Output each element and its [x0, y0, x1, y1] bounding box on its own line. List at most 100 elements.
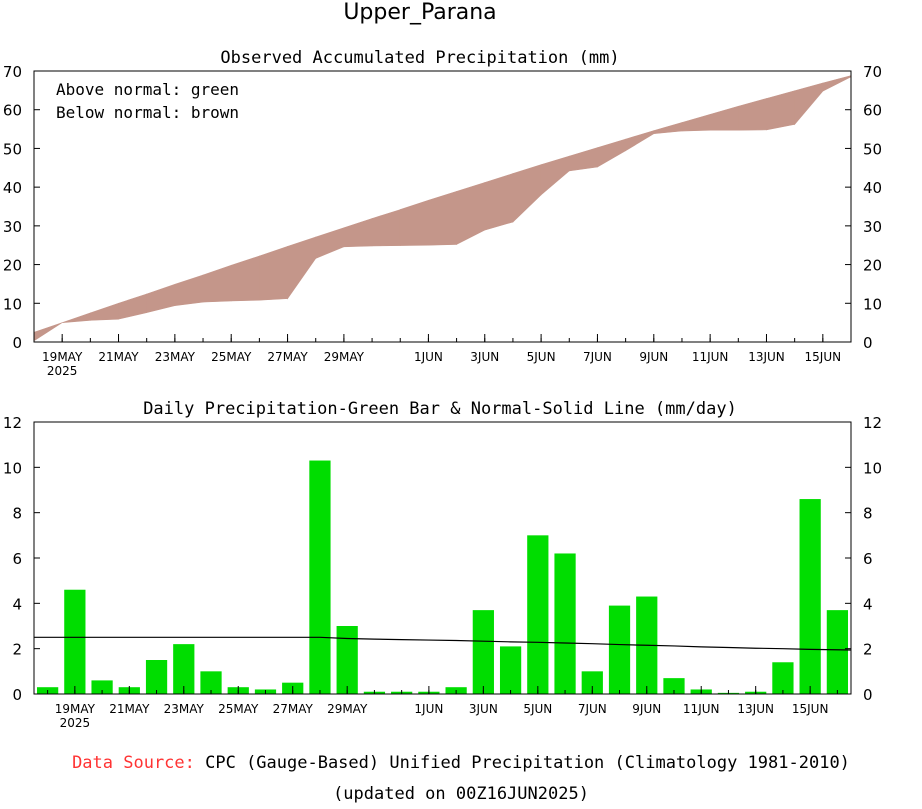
top-xtick-label: 29MAY [324, 350, 365, 364]
bottom-plot-frame [33, 421, 852, 695]
top-xtick-label: 1JUN [414, 350, 443, 364]
daily-precip-bar [527, 535, 549, 694]
daily-precip-bar [799, 499, 821, 694]
bottom-xtick-label: 23MAY [164, 702, 205, 716]
accum-diff-segment [766, 90, 795, 131]
data-source-text: CPC (Gauge-Based) Unified Precipitation … [194, 753, 850, 773]
accum-diff-segment [709, 105, 739, 131]
bottom-xtick-label: 3JUN [469, 702, 498, 716]
bottom-xtick-label: 1JUN [414, 702, 443, 716]
bottom-ytick-label-right: 2 [863, 641, 873, 659]
accum-diff-segment [174, 274, 204, 306]
accum-diff-segment [597, 138, 626, 168]
bottom-chart-title: Daily Precipitation-Green Bar & Normal-S… [143, 399, 737, 419]
daily-precip-bar [826, 610, 849, 694]
top-plot-frame [33, 70, 852, 343]
daily-precip-bar [173, 644, 195, 694]
top-xtick-label: 25MAY [211, 350, 252, 364]
accum-diff-segment [33, 322, 63, 342]
top-ytick-label-left: 40 [3, 179, 22, 197]
bottom-ytick-label-left: 0 [12, 686, 22, 704]
daily-precip-bar [64, 589, 86, 694]
top-xtick-label: 13JUN [748, 350, 785, 364]
bottom-xtick-label: 9JUN [632, 702, 661, 716]
top-ytick-label-left: 30 [3, 218, 22, 236]
daily-precip-chart: Daily Precipitation-Green Bar & Normal-S… [3, 399, 882, 730]
accum-diff-segment [456, 182, 486, 245]
bottom-ytick-label-right: 0 [863, 686, 873, 704]
top-ytick-label-left: 70 [3, 63, 22, 81]
accumulated-precip-chart: Observed Accumulated Precipitation (mm) … [3, 48, 882, 378]
data-source-label: Data Source: [72, 753, 195, 773]
top-xtick-label: 21MAY [98, 350, 139, 364]
accum-diff-segment [62, 312, 91, 323]
accum-diff-segment [230, 255, 260, 302]
bottom-xtick-label: 29MAY [327, 702, 368, 716]
main-title: Upper_Parana [343, 0, 497, 25]
accum-diff-segment [794, 82, 824, 126]
top-xtick-label: 11JUN [692, 350, 729, 364]
daily-precip-bar [336, 626, 358, 694]
top-ytick-label-left: 50 [3, 140, 22, 158]
legend-above-normal: Above normal: green [56, 80, 239, 99]
bottom-ytick-label-right: 4 [863, 595, 873, 613]
daily-precip-bar [581, 671, 603, 694]
accum-diff-segment [822, 75, 852, 92]
daily-precip-bar [145, 660, 168, 694]
daily-precip-bar [200, 671, 222, 694]
top-ytick-label-right: 20 [863, 257, 882, 275]
top-xtick-label: 9JUN [639, 350, 668, 364]
top-ytick-label-right: 30 [863, 218, 882, 236]
normal-precip-line [34, 636, 852, 651]
daily-precip-bar [309, 460, 331, 694]
daily-precip-bar [608, 605, 631, 694]
accum-diff-segment [484, 173, 514, 231]
top-year-label: 2025 [47, 364, 78, 378]
bottom-ytick-label-left: 4 [12, 595, 22, 613]
top-ytick-label-right: 0 [863, 334, 873, 352]
top-ytick-label-left: 10 [3, 295, 22, 313]
bottom-xtick-label: 25MAY [218, 702, 259, 716]
accum-diff-segment [428, 190, 457, 246]
bottom-xtick-label: 15JUN [792, 702, 829, 716]
daily-precip-bar [472, 610, 494, 694]
top-ytick-label-right: 40 [863, 179, 882, 197]
accum-diff-segment [512, 164, 542, 223]
accum-diff-segment [343, 218, 373, 248]
daily-precip-bar [91, 680, 113, 694]
top-xtick-label: 7JUN [583, 350, 612, 364]
accum-diff-segment [738, 98, 767, 131]
bottom-xtick-label: 7JUN [578, 702, 607, 716]
bottom-ytick-label-left: 10 [3, 459, 22, 477]
bottom-ytick-label-right: 10 [863, 459, 882, 477]
top-ytick-label-right: 10 [863, 295, 882, 313]
bottom-xtick-label: 13JUN [737, 702, 774, 716]
top-xtick-label: 23MAY [155, 350, 196, 364]
accum-diff-segment [90, 302, 119, 321]
bottom-ytick-label-left: 2 [12, 641, 22, 659]
legend-below-normal: Below normal: brown [56, 103, 239, 122]
top-xtick-label: 19MAY [42, 350, 83, 364]
top-xtick-label: 5JUN [527, 350, 556, 364]
accum-diff-segment [259, 245, 288, 301]
bottom-ytick-label-left: 8 [12, 505, 22, 523]
daily-precip-bar [554, 553, 576, 694]
bottom-ytick-label-left: 12 [3, 414, 22, 432]
accum-diff-segment [681, 113, 711, 132]
bottom-xtick-label: 5JUN [523, 702, 552, 716]
accum-diff-segment [315, 227, 345, 259]
top-chart-title: Observed Accumulated Precipitation (mm) [220, 48, 619, 68]
accum-diff-segment [568, 147, 598, 172]
daily-precip-bar [499, 646, 522, 694]
daily-precip-bar [663, 678, 685, 694]
top-ytick-label-right: 50 [863, 140, 882, 158]
accum-diff-segment [146, 283, 176, 313]
accum-diff-segment [625, 130, 655, 152]
accum-diff-segment [540, 155, 570, 196]
accum-diff-segment [399, 199, 429, 246]
top-xtick-label: 3JUN [470, 350, 499, 364]
top-ytick-label-left: 0 [12, 334, 22, 352]
accum-diff-segment [202, 264, 232, 303]
bottom-xtick-label: 21MAY [109, 702, 150, 716]
